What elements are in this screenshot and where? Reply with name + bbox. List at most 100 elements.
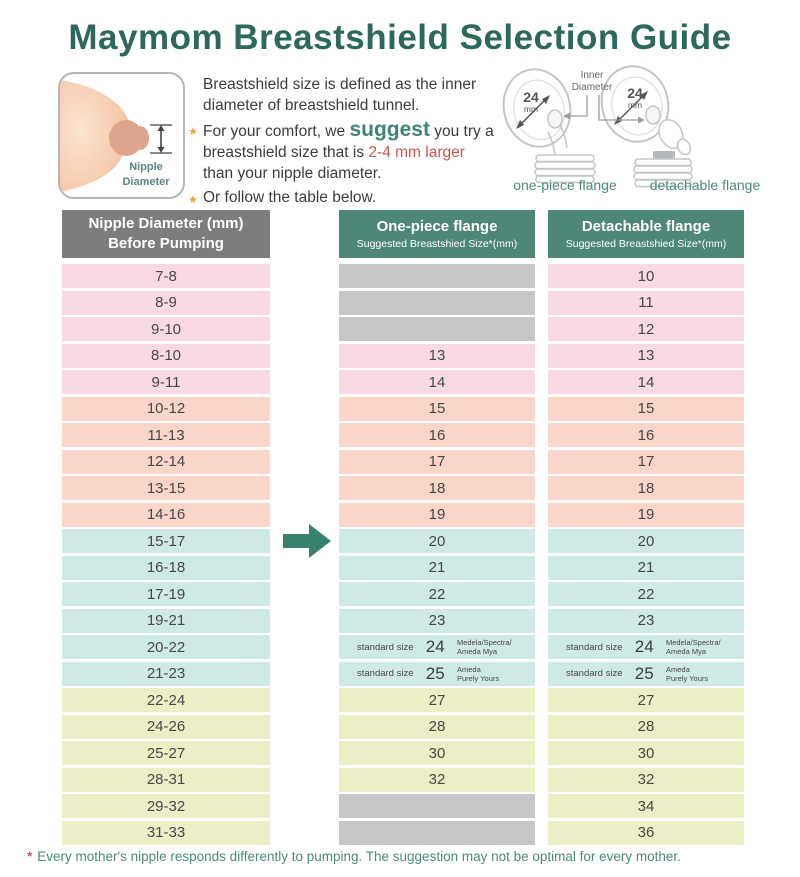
- brand-label: Ameda Purely Yours: [457, 664, 500, 683]
- one-piece-size-cell: 21: [339, 555, 535, 580]
- standard-size-label: standard size: [566, 641, 623, 653]
- footnote: * Every mother's nipple responds differe…: [27, 849, 681, 864]
- detachable-size-cell: 10: [548, 264, 744, 288]
- detachable-size-cell: 23: [548, 608, 744, 633]
- one-piece-size-cell: 27: [339, 688, 535, 712]
- empty-cell: [339, 794, 535, 818]
- one-piece-size-cell: 17: [339, 449, 535, 474]
- table-header-row: Nipple Diameter (mm) Before Pumping One-…: [62, 210, 744, 258]
- detachable-size-cell: 17: [548, 449, 744, 474]
- detachable-size-cell: 32: [548, 767, 744, 792]
- one-piece-size-cell: 19: [339, 502, 535, 527]
- brand-label: Medela/Spectra/ Ameda Mya: [666, 638, 721, 656]
- detachable-size-cell: 28: [548, 714, 744, 739]
- nipple-range-cell: 21-23: [62, 661, 270, 686]
- footnote-asterisk: *: [27, 849, 33, 864]
- follow-table-text: Or follow the table below.: [203, 189, 377, 206]
- detachable-size-cell: 18: [548, 476, 744, 500]
- detachable-size-cell: 12: [548, 317, 744, 341]
- right-arrow-icon: [283, 524, 331, 558]
- detachable-size-cell: 27: [548, 688, 744, 712]
- selection-table: Nipple Diameter (mm) Before Pumping One-…: [62, 210, 744, 845]
- header-title: Detachable flange: [581, 218, 711, 235]
- table-rows: 7-8 10 8-9 11 9-10 12 8-10 13 13 9-11 14 14 10-12 15 1…: [62, 264, 744, 845]
- nipple-range-cell: 10-12: [62, 396, 270, 421]
- one-piece-size-cell: 30: [339, 741, 535, 765]
- breast-icon: [60, 80, 172, 192]
- intro-line-definition: Breastshield size is defined as the inne…: [203, 74, 495, 116]
- size-value: 25: [634, 663, 654, 683]
- definition-text: Breastshield size is defined as the inne…: [203, 76, 477, 114]
- nipple-range-cell: 14-16: [62, 502, 270, 527]
- detachable-size-cell: 19: [548, 502, 744, 527]
- suggestion-text-before: For your comfort, we: [203, 123, 350, 140]
- empty-cell: [339, 264, 535, 288]
- one-piece-size-cell: 22: [339, 582, 535, 606]
- detachable-size-cell: 21: [548, 555, 744, 580]
- one-piece-size-cell: standard size 24 Medela/Spectra/ Ameda Mya: [339, 635, 535, 659]
- one-piece-size-cell: 16: [339, 423, 535, 447]
- suggest-highlight: suggest: [349, 118, 430, 141]
- nipple-range-cell: 22-24: [62, 688, 270, 712]
- one-piece-flange-caption: one-piece flange: [513, 177, 617, 193]
- intro-line-table: ★ Or follow the table below.: [188, 187, 495, 208]
- nipple-range-cell: 13-15: [62, 476, 270, 500]
- detachable-flange-caption: detachable flange: [649, 177, 761, 193]
- size-value: 24: [425, 637, 445, 656]
- one-piece-size-cell: 18: [339, 476, 535, 500]
- nipple-range-cell: 28-31: [62, 767, 270, 792]
- detachable-size-cell: 20: [548, 529, 744, 553]
- size-value: 24: [634, 637, 654, 656]
- page-title: Maymom Breastshield Selection Guide: [68, 18, 732, 57]
- nipple-range-cell: 25-27: [62, 741, 270, 765]
- flange-illustrations: [487, 62, 793, 196]
- brand-label: Medela/Spectra/ Ameda Mya: [457, 638, 512, 656]
- header-subtitle: Suggested Breastshied Size*(mm): [356, 238, 518, 250]
- nipple-range-cell: 7-8: [62, 264, 270, 288]
- header-title: One-piece flange: [376, 218, 498, 235]
- star-bullet-icon: ★: [188, 126, 198, 138]
- one-piece-size-cell: 32: [339, 767, 535, 792]
- detachable-size-tag: 24 mm: [612, 86, 658, 110]
- nipple-range-cell: 19-21: [62, 608, 270, 633]
- empty-cell: [339, 290, 535, 315]
- detachable-size-cell: 16: [548, 423, 744, 447]
- nipple-range-cell: 8-10: [62, 343, 270, 368]
- empty-cell: [339, 317, 535, 341]
- one-piece-size-cell: 28: [339, 714, 535, 739]
- footnote-text: Every mother's nipple responds different…: [37, 849, 681, 864]
- nipple-range-cell: 31-33: [62, 820, 270, 845]
- size-number: 24: [627, 85, 643, 101]
- nipple-range-cell: 17-19: [62, 582, 270, 606]
- size-range-highlight: 2-4 mm larger: [368, 144, 465, 161]
- nipple-range-cell: 16-18: [62, 555, 270, 580]
- detachable-size-cell: 34: [548, 794, 744, 818]
- one-piece-size-cell: standard size 25 Ameda Purely Yours: [339, 661, 535, 686]
- detachable-flange-icon: [600, 65, 693, 188]
- nipple-range-cell: 29-32: [62, 794, 270, 818]
- one-piece-size-tag: 24 mm: [508, 90, 554, 114]
- detachable-size-cell: standard size 25 Ameda Purely Yours: [548, 661, 744, 686]
- nipple-range-cell: 24-26: [62, 714, 270, 739]
- flange-line-art: [502, 65, 693, 188]
- header-subtitle: Suggested Breastshied Size*(mm): [565, 238, 727, 250]
- one-piece-size-cell: 14: [339, 370, 535, 394]
- one-piece-size-cell: 15: [339, 396, 535, 421]
- size-unit: mm: [627, 99, 643, 110]
- empty-cell: [339, 820, 535, 845]
- nipple-range-cell: 12-14: [62, 449, 270, 474]
- one-piece-size-cell: 23: [339, 608, 535, 633]
- intro-text: Breastshield size is defined as the inne…: [188, 74, 495, 211]
- intro-line-suggestion: ★ For your comfort, we suggest you try a …: [188, 118, 495, 184]
- size-unit: mm: [523, 103, 539, 114]
- standard-size-label: standard size: [566, 668, 623, 679]
- nipple-range-cell: 11-13: [62, 423, 270, 447]
- detachable-size-cell: standard size 24 Medela/Spectra/ Ameda Mya: [548, 635, 744, 659]
- nipple-range-cell: 9-11: [62, 370, 270, 394]
- brand-label: Ameda Purely Yours: [666, 664, 709, 683]
- size-number: 24: [523, 89, 539, 105]
- nipple-range-cell: 9-10: [62, 317, 270, 341]
- size-value: 25: [425, 663, 445, 683]
- detachable-size-cell: 22: [548, 582, 744, 606]
- detachable-size-cell: 13: [548, 343, 744, 368]
